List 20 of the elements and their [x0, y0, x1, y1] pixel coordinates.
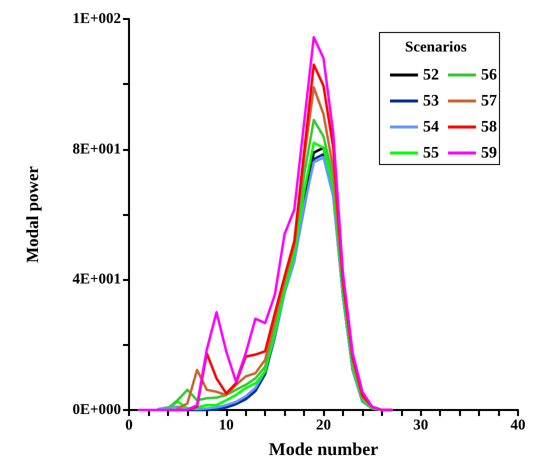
x-tick-label: 0 — [125, 418, 133, 434]
x-axis-title: Mode number — [268, 439, 378, 459]
legend-label: 53 — [423, 92, 439, 110]
legend-title: Scenarios — [405, 40, 467, 56]
y-tick-label: 4E+001 — [72, 272, 121, 288]
legend-label: 56 — [481, 66, 497, 84]
x-tick-label: 10 — [218, 418, 234, 434]
y-tick-label: 1E+002 — [72, 11, 121, 27]
legend-label: 59 — [481, 144, 497, 162]
legend-label: 57 — [481, 92, 497, 110]
x-tick-label: 40 — [510, 418, 526, 434]
legend-label: 58 — [481, 118, 497, 136]
y-tick-label: 0E+000 — [72, 402, 121, 418]
y-tick-label: 8E+001 — [72, 141, 121, 158]
x-tick-label: 20 — [316, 418, 331, 434]
y-axis-title: Modal power — [23, 166, 42, 263]
legend-label: 54 — [423, 118, 439, 136]
legend-label: 52 — [423, 66, 439, 84]
legend-label: 55 — [423, 144, 439, 162]
x-tick-label: 30 — [413, 418, 428, 434]
